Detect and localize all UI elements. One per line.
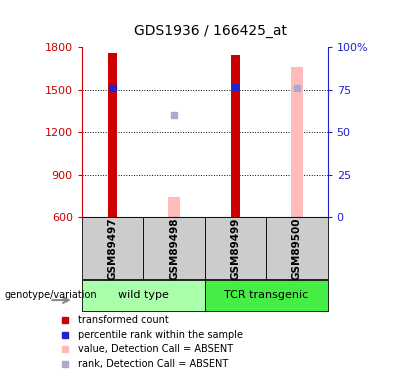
Bar bbox=[205, 217, 266, 279]
Text: transformed count: transformed count bbox=[78, 315, 169, 326]
Text: TCR transgenic: TCR transgenic bbox=[224, 290, 308, 300]
Bar bbox=[205, 280, 328, 310]
Text: value, Detection Call = ABSENT: value, Detection Call = ABSENT bbox=[78, 345, 234, 354]
Text: GSM89499: GSM89499 bbox=[231, 217, 241, 280]
Text: GSM89498: GSM89498 bbox=[169, 217, 179, 280]
Text: GSM89500: GSM89500 bbox=[292, 217, 302, 280]
Text: GDS1936 / 166425_at: GDS1936 / 166425_at bbox=[134, 24, 286, 38]
Bar bbox=[82, 280, 205, 310]
Text: wild type: wild type bbox=[118, 290, 169, 300]
Bar bbox=[108, 53, 117, 217]
Text: percentile rank within the sample: percentile rank within the sample bbox=[78, 330, 243, 340]
Bar bbox=[231, 56, 240, 217]
Bar bbox=[266, 217, 328, 279]
Bar bbox=[168, 197, 180, 217]
Bar bbox=[291, 67, 303, 218]
Bar bbox=[82, 217, 143, 279]
Bar bbox=[143, 217, 205, 279]
Text: genotype/variation: genotype/variation bbox=[4, 290, 97, 300]
Text: GSM89497: GSM89497 bbox=[108, 217, 118, 280]
Text: rank, Detection Call = ABSENT: rank, Detection Call = ABSENT bbox=[78, 359, 228, 369]
